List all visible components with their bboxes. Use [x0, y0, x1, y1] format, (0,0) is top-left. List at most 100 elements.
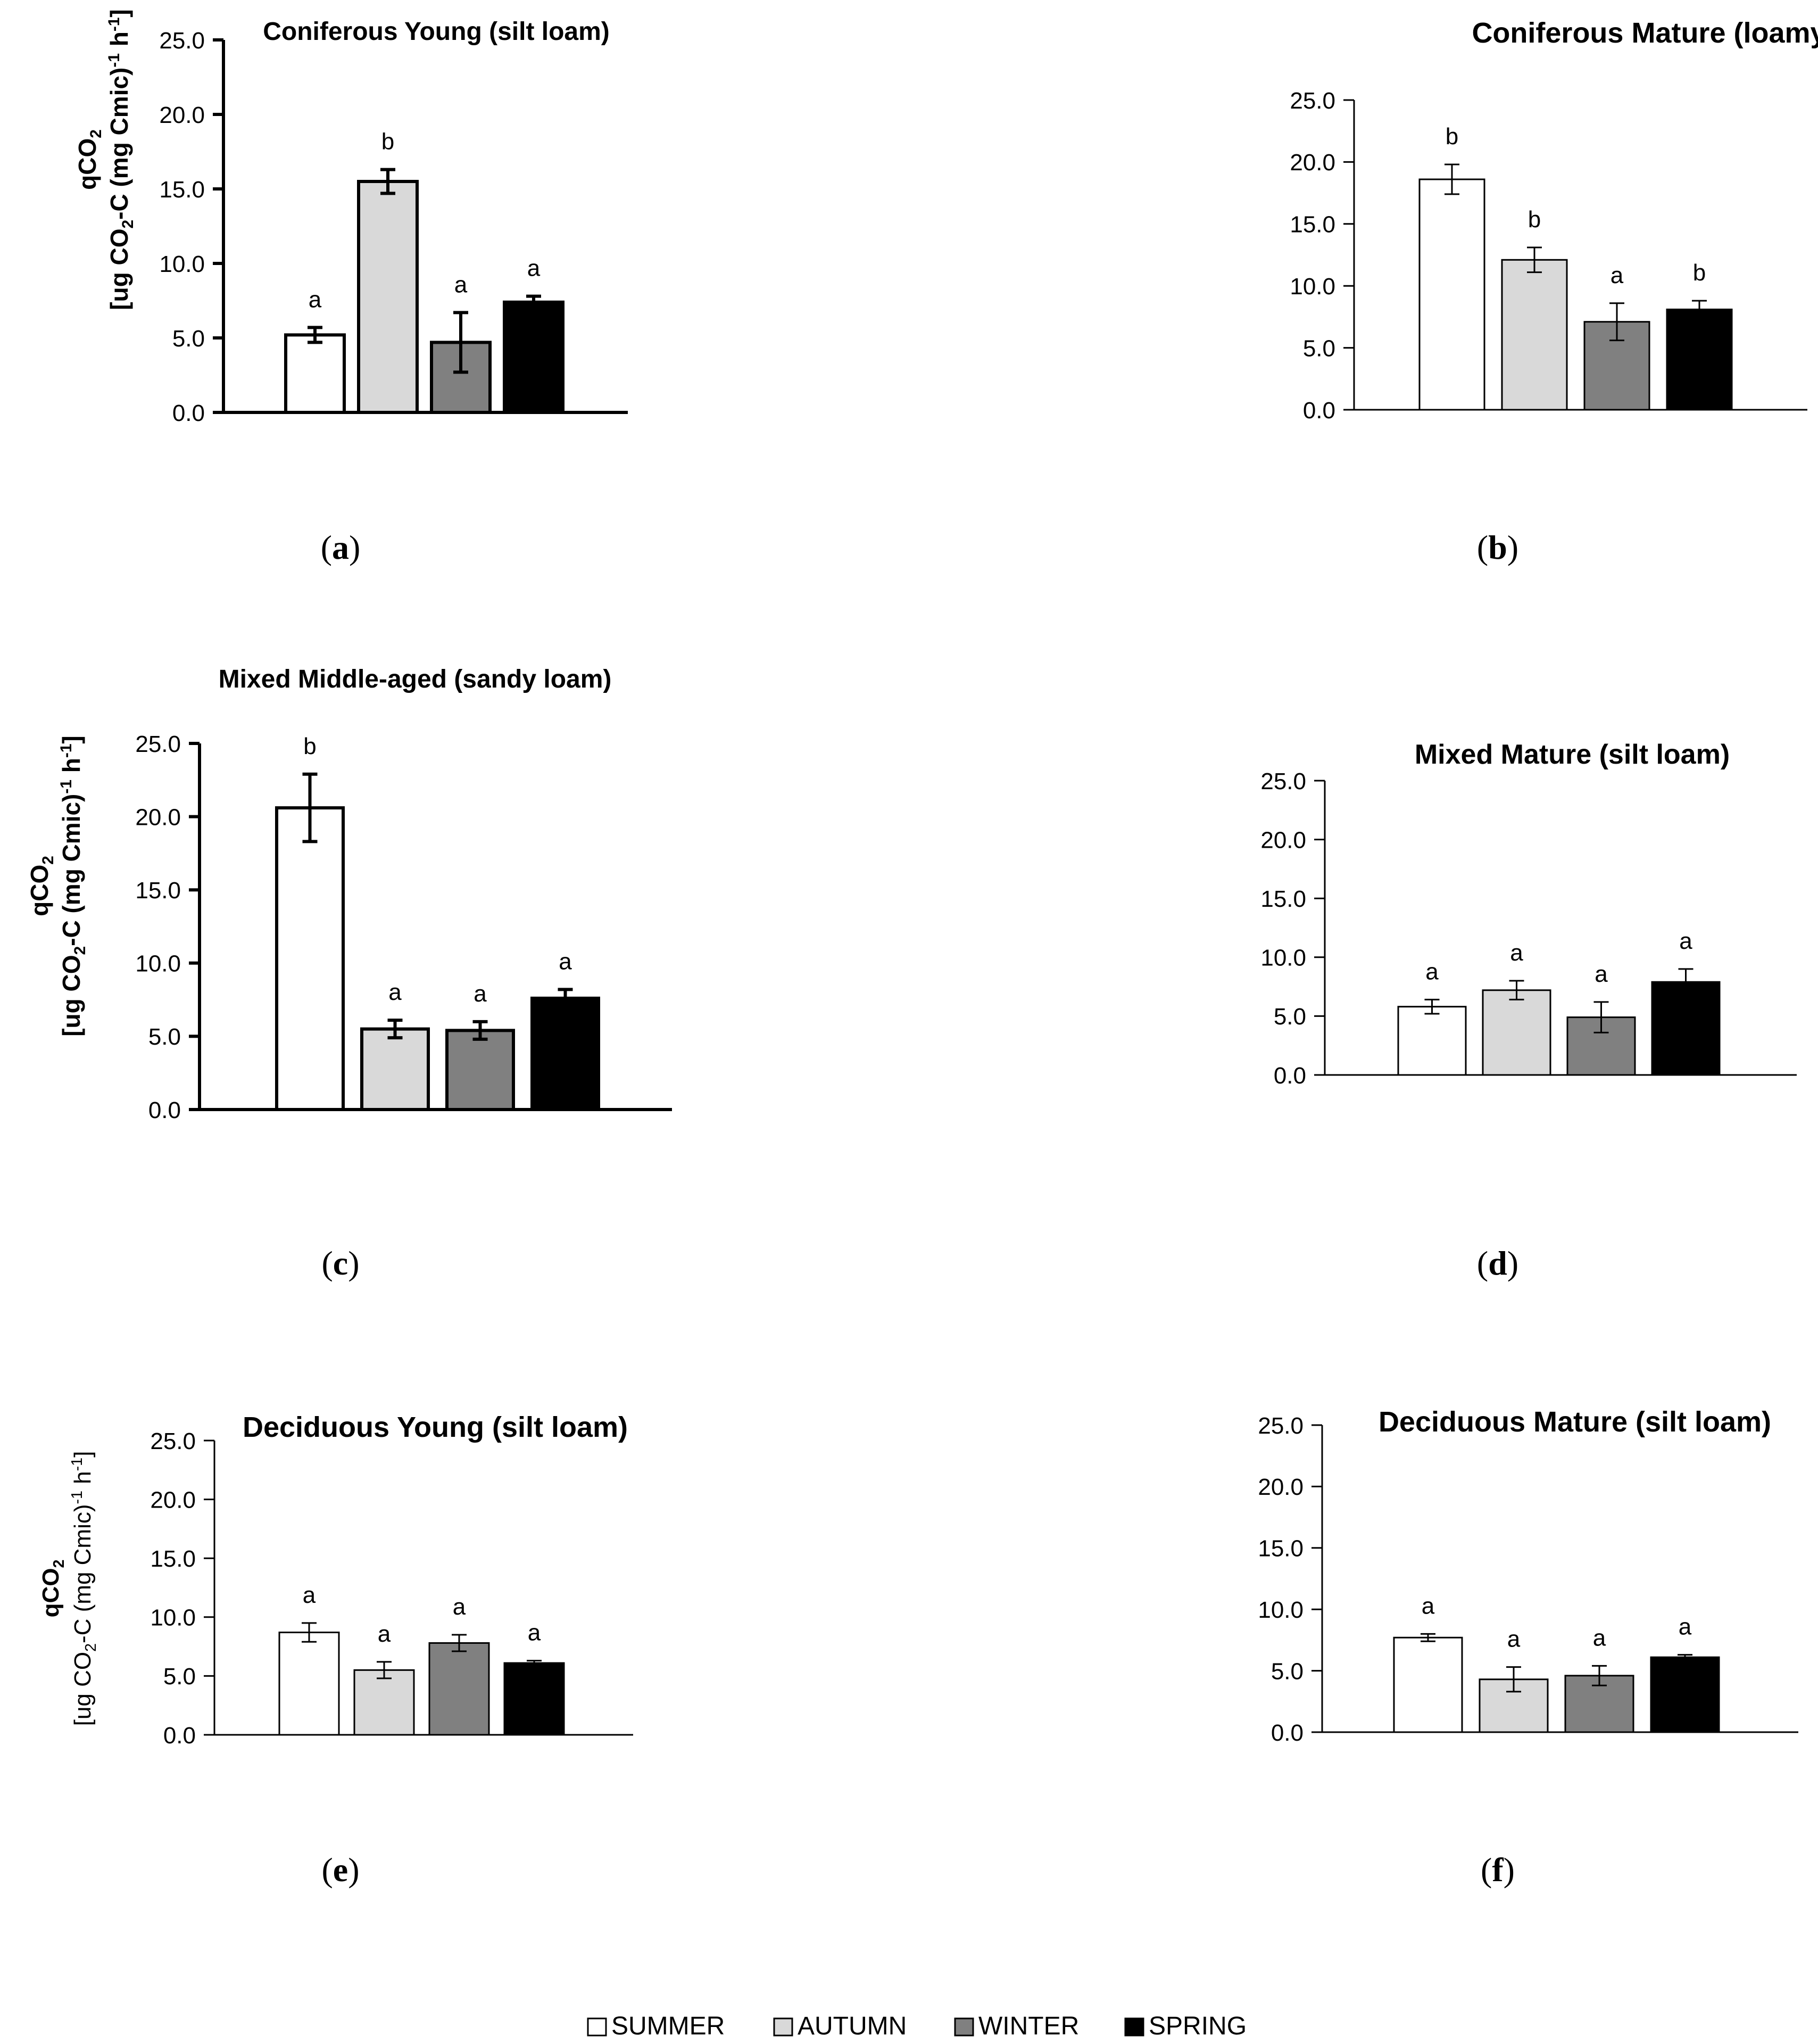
bar-summer: [1393, 1636, 1463, 1733]
panel-label-letter: e: [333, 1851, 348, 1889]
bar-winter: [430, 341, 492, 415]
significance-letter: a: [1507, 1626, 1521, 1652]
y-tick-label: 25.0: [1290, 88, 1335, 114]
y-axis-title-sup2: -1: [69, 1458, 86, 1471]
y-axis-title: qCO2[ug CO2-C (mg Cmic)-1 h-1]: [73, 9, 137, 310]
y-axis-title-line1: qCO2: [38, 1560, 68, 1618]
y-tick-label: 20.0: [135, 804, 181, 830]
y-axis-title-line2: [ug CO2-C (mg Cmic)-1 h-1]: [57, 735, 89, 1037]
panel-label-letter: f: [1492, 1851, 1504, 1889]
chart-title: Mixed Middle-aged (sandy loam): [219, 665, 612, 693]
bar-summer: [284, 333, 346, 415]
panel-label-close: ): [348, 1244, 359, 1282]
legend-swatch-spring: [1124, 2017, 1144, 2037]
y-tick-label: 25.0: [159, 28, 205, 54]
y-axis-title-sup: -1: [105, 53, 123, 68]
y-tick-label: 20.0: [1258, 1474, 1304, 1500]
chart-title: Coniferous Young (silt loam): [263, 18, 610, 46]
significance-letter: b: [1528, 206, 1541, 233]
bar-winter: [445, 1029, 515, 1111]
significance-letter: a: [1425, 958, 1439, 984]
panel-label-close: ): [1507, 1244, 1518, 1282]
bar-spring: [1650, 1656, 1720, 1733]
significance-letter: b: [1693, 260, 1706, 286]
chart-panel-f: Deciduous Mature (silt loam) 0.0 5.0 10.0 15…: [1258, 1406, 1798, 1889]
bar-autumn: [1482, 989, 1551, 1076]
chart-title: Deciduous Young (silt loam): [243, 1411, 628, 1443]
y-axis-title-mid: -C (mg Cmic): [70, 1504, 96, 1644]
panel-label: (f): [1481, 1851, 1515, 1889]
panel-label-letter: c: [333, 1244, 348, 1282]
chart-panel-e: Deciduous Young (silt loam) 0.0 5.0 10.0 15.…: [150, 1411, 633, 1889]
legend-label-autumn: AUTUMN: [798, 2012, 907, 2040]
chart-title: Mixed Mature (silt loam): [1415, 739, 1730, 770]
y-tick-label: 0.0: [1303, 398, 1335, 424]
chart-panel-c: Mixed Middle-aged (sandy loam) 0.0 5.0 10.0…: [135, 665, 672, 1282]
significance-letter: a: [378, 1621, 391, 1647]
legend-swatch-autumn: [773, 2017, 793, 2037]
panel-label-letter: a: [332, 528, 349, 566]
significance-letter: a: [388, 979, 402, 1005]
panel-label-letter: b: [1488, 528, 1507, 566]
significance-letter: b: [381, 129, 394, 155]
significance-letter: a: [1611, 262, 1624, 288]
y-axis-title-sub2: 2: [119, 220, 137, 229]
chart-panel-a: Coniferous Young (silt loam) 0.0 5.0 10.0 15…: [159, 18, 628, 566]
y-tick-label: 5.0: [163, 1664, 196, 1690]
y-axis-title-h: h: [70, 1471, 96, 1491]
panel-label-open: (: [1477, 528, 1488, 566]
y-axis-title-line2: [ug CO2-C (mg Cmic)-1 h-1]: [69, 1451, 99, 1726]
y-tick-label: 5.0: [1274, 1004, 1306, 1030]
chart-title: Coniferous Mature (loamy sand): [1472, 17, 1818, 49]
y-tick-label: 0.0: [1274, 1063, 1306, 1089]
y-axis-title-sub: 2: [51, 1560, 68, 1568]
bar-autumn: [1501, 259, 1568, 411]
significance-letter: a: [1422, 1593, 1435, 1619]
legend-swatch-summer: [587, 2017, 607, 2037]
y-axis-title-pre: [ug CO: [105, 228, 133, 310]
y-tick-label: 25.0: [1258, 1413, 1304, 1439]
legend-label-winter: WINTER: [978, 2012, 1079, 2040]
y-tick-label: 0.0: [172, 400, 205, 426]
y-axis-title-mid: -C (mg Cmic): [57, 794, 85, 946]
y-axis-title-end: ]: [105, 9, 133, 17]
legend-swatch-winter: [954, 2017, 974, 2037]
panel-label: (e): [321, 1851, 359, 1889]
panel-label-open: (: [1481, 1851, 1492, 1889]
y-axis-title-mid: -C (mg Cmic): [105, 68, 133, 220]
panel-label-letter: d: [1488, 1244, 1507, 1282]
y-axis-title-end: ]: [70, 1451, 96, 1458]
y-tick-label: 5.0: [148, 1024, 181, 1050]
y-axis-title-qco: qCO: [38, 1568, 64, 1618]
y-axis-title-pre: [ug CO: [57, 955, 85, 1036]
y-tick-label: 15.0: [159, 177, 205, 203]
bar-spring: [530, 996, 600, 1112]
chart-panel-b: Coniferous Mature (loamy sand) 0.0 5.0 10.0…: [1290, 17, 1818, 566]
y-tick-label: 10.0: [1258, 1597, 1304, 1623]
panel-label-close: ): [1507, 528, 1518, 566]
bar-autumn: [353, 1669, 415, 1736]
significance-letter: a: [559, 948, 572, 974]
panel-label-open: (: [321, 1851, 333, 1889]
bar-spring: [503, 1662, 565, 1736]
bar-summer: [1418, 178, 1485, 411]
bar-summer: [278, 1632, 340, 1736]
y-tick-label: 0.0: [163, 1723, 196, 1749]
chart-title: Deciduous Mature (silt loam): [1379, 1406, 1771, 1438]
y-axis-title-sup2: -1: [57, 744, 75, 758]
panel-label-close: ): [349, 528, 360, 566]
y-tick-label: 15.0: [1258, 1536, 1304, 1562]
y-tick-label: 25.0: [1260, 768, 1306, 795]
y-axis-title-pre: [ug CO: [70, 1652, 96, 1726]
panel-label-close: ): [348, 1851, 359, 1889]
significance-letter: a: [1593, 1625, 1606, 1651]
significance-letter: a: [309, 286, 322, 312]
panel-label-open: (: [321, 528, 332, 566]
y-tick-label: 5.0: [172, 326, 205, 352]
significance-letter: a: [454, 271, 468, 297]
y-tick-label: 0.0: [1271, 1720, 1304, 1746]
y-tick-label: 25.0: [150, 1428, 196, 1454]
significance-letter: b: [1446, 123, 1458, 150]
y-axis-title-sup: -1: [57, 780, 75, 794]
